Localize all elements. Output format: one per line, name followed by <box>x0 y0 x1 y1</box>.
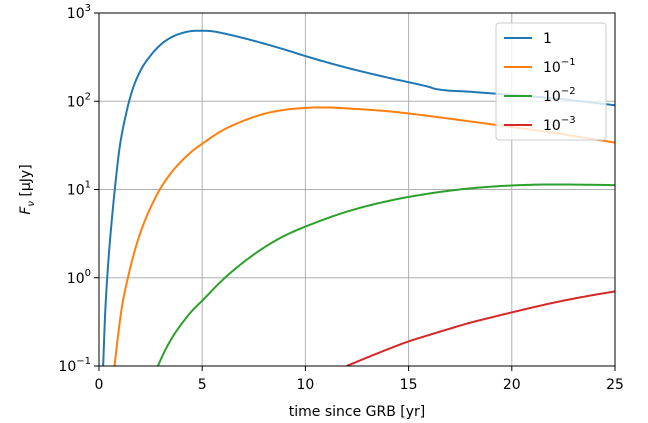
y-tick-label: 101 <box>67 180 91 199</box>
y-tick-label-exponent: 1 <box>85 180 91 191</box>
y-axis-label: Fν [μJy] <box>18 164 37 214</box>
y-axis-label-subscript: ν <box>26 201 37 207</box>
x-tick-label: 15 <box>400 377 418 393</box>
series-line-0 <box>102 29 615 366</box>
x-tick-label: 10 <box>296 377 314 393</box>
legend-label-base: 1 <box>543 31 552 47</box>
legend-label-exponent: −3 <box>561 115 576 126</box>
x-tick-label: 5 <box>198 377 207 393</box>
series-line-1 <box>113 106 615 366</box>
legend-label-1: 10−1 <box>543 57 576 76</box>
y-tick-label-base: 10 <box>67 271 85 287</box>
legend-label-exponent: −1 <box>561 57 576 68</box>
x-tick-label: 20 <box>503 377 521 393</box>
legend: 110−110−210−3 <box>495 22 607 141</box>
legend-label-exponent: −2 <box>561 86 576 97</box>
x-tick-label: 0 <box>95 377 104 393</box>
x-axis: 0 5 10 15 20 25 <box>95 366 624 393</box>
y-tick-label: 102 <box>67 91 91 110</box>
legend-label-0: 1 <box>543 31 552 47</box>
y-tick-label-exponent: 0 <box>85 268 91 279</box>
legend-label-3: 10−3 <box>543 115 576 134</box>
y-tick-label-exponent: 2 <box>85 91 91 102</box>
legend-label-base: 10 <box>543 60 561 76</box>
y-tick-label-base: 10 <box>67 6 85 22</box>
y-tick-label-exponent: −1 <box>76 356 91 367</box>
x-tick-label: 25 <box>606 377 624 393</box>
y-axis-label-unit: [μJy] <box>18 164 34 201</box>
legend-label-base: 10 <box>543 89 561 105</box>
legend-box <box>495 22 607 141</box>
series-line-3 <box>346 290 615 366</box>
y-axis-label-symbol: F <box>18 206 34 215</box>
y-tick-label-base: 10 <box>67 183 85 199</box>
legend-label-2: 10−2 <box>543 86 576 105</box>
y-tick-label: 100 <box>67 268 91 287</box>
series-lines <box>102 29 615 366</box>
y-tick-label: 103 <box>67 3 91 22</box>
y-tick-label: 10−1 <box>58 356 91 375</box>
x-axis-label: time since GRB [yr] <box>289 404 426 420</box>
legend-label-base: 10 <box>543 118 561 134</box>
series-line-2 <box>156 183 615 366</box>
y-tick-label-base: 10 <box>67 94 85 110</box>
y-tick-label-exponent: 3 <box>85 3 91 14</box>
y-tick-label-base: 10 <box>58 359 76 375</box>
